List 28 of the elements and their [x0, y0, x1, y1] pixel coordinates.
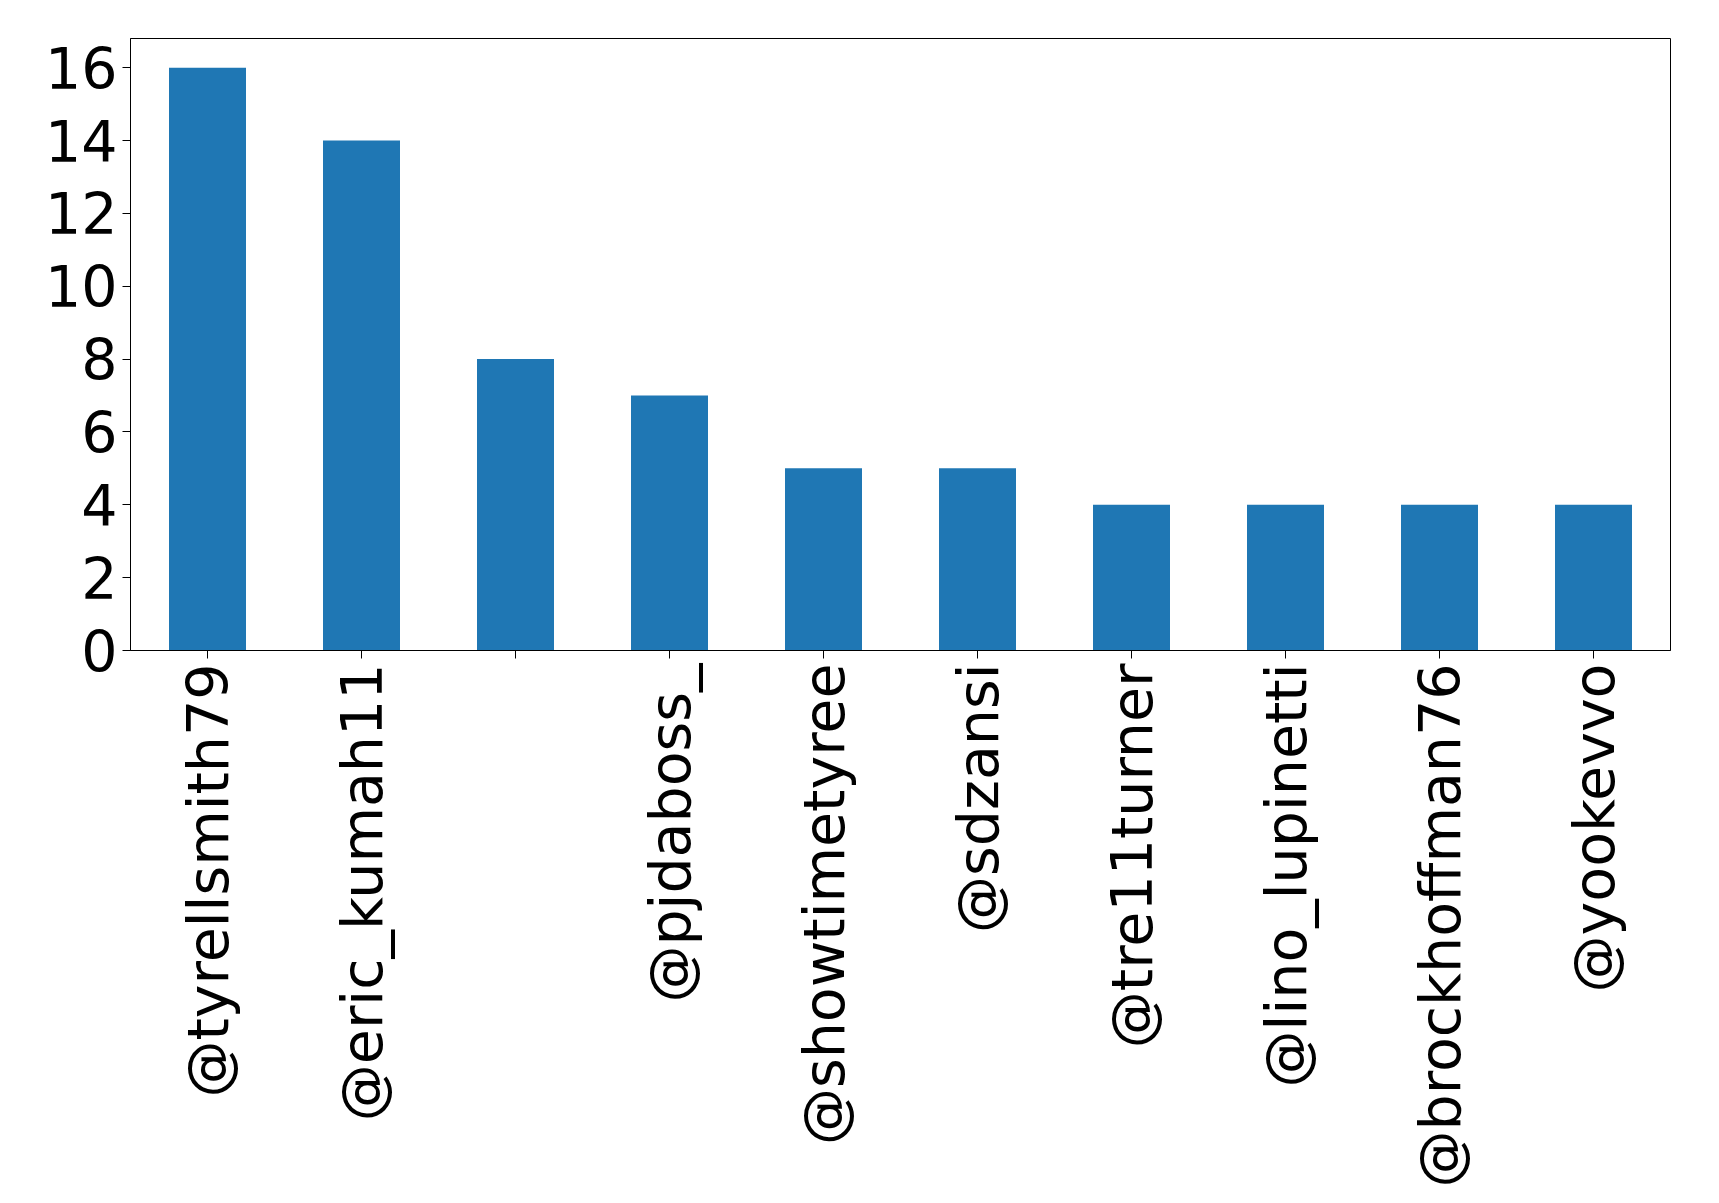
bar: [169, 67, 246, 651]
x-tick-label: @brockhoffman76: [1406, 663, 1473, 1188]
x-tick-label: @lino_lupinetti: [1252, 663, 1319, 1088]
y-tick-label: 6: [81, 399, 118, 466]
x-tick-label: @yookevvo: [1560, 663, 1627, 993]
x-tick-label: @tyrellsmith79: [174, 663, 241, 1098]
y-tick-label: 4: [81, 472, 118, 539]
bar: [477, 359, 554, 651]
y-tick-label: 14: [44, 108, 118, 175]
y-tick-label: 16: [44, 35, 118, 102]
y-tick-label: 0: [81, 618, 118, 685]
x-tick-label: @pjdaboss_: [636, 662, 703, 1003]
bar: [785, 468, 862, 651]
bar: [1093, 504, 1170, 651]
y-tick-label: 2: [81, 545, 118, 612]
y-tick-label: 10: [44, 254, 118, 321]
bar: [1555, 504, 1632, 651]
bar: [939, 468, 1016, 651]
bar: [1401, 504, 1478, 651]
y-tick-label: 12: [44, 181, 118, 248]
x-tick-label: @showtimetyree: [790, 663, 857, 1145]
bar: [1247, 504, 1324, 651]
x-tick-label: @eric_kumah11: [328, 663, 395, 1122]
x-tick-label: @sdzansi: [944, 663, 1011, 933]
bar: [323, 140, 400, 651]
y-tick-label: 8: [81, 327, 118, 394]
x-tick-label: @tre11turner: [1098, 662, 1165, 1049]
bar: [631, 395, 708, 651]
